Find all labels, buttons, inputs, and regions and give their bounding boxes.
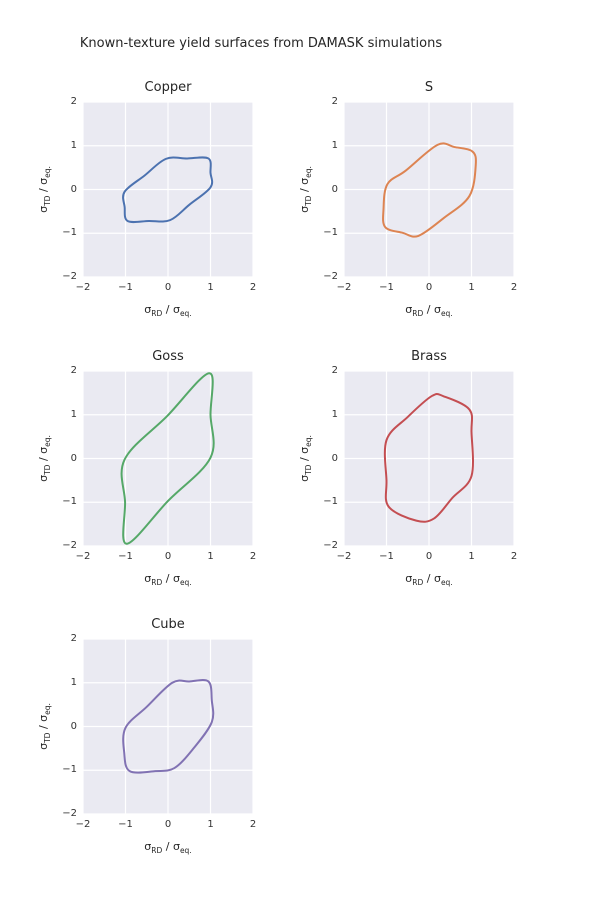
x-tick-label: −2 [75, 282, 91, 293]
y-tick-label: 1 [331, 408, 338, 420]
y-axis-label: σTD / σeq. [297, 435, 313, 482]
x-tick-label: 2 [249, 819, 257, 830]
yield-surface-curve [120, 372, 215, 545]
x-tick-label: 1 [207, 551, 214, 562]
x-tick-label: −2 [75, 819, 91, 830]
figure-title: Known-texture yield surfaces from DAMASK… [79, 36, 443, 51]
plot-area [83, 102, 253, 277]
x-tick-label: 2 [249, 551, 257, 562]
x-tick-label: −1 [118, 282, 133, 293]
y-tick-label: −2 [62, 271, 77, 282]
subplot-title: Copper [144, 80, 192, 95]
y-tick-label: 0 [331, 452, 338, 464]
gridlines [344, 102, 514, 277]
x-tick-label: 2 [510, 551, 518, 562]
plot-area [344, 371, 514, 546]
y-tick-label: 1 [70, 139, 77, 151]
y-tick-label: 0 [70, 183, 77, 195]
subplot-goss: Goss −2 −1 0 1 2 −2 −1 0 1 2 σRD / σeq. σTD / σeq. [37, 349, 257, 586]
plot-area [344, 102, 514, 277]
x-tick-label: −1 [118, 819, 133, 830]
y-tick-label: −1 [323, 496, 338, 508]
x-tick-label: −1 [379, 551, 394, 562]
yield-surface-curve [383, 392, 474, 523]
x-tick-label: −1 [118, 551, 133, 562]
subplot-copper: Copper −2 −1 0 1 2 −2 −1 0 1 2 σRD / σeq. σTD / σeq. [37, 80, 257, 317]
x-axis-label: σRD / σeq. [144, 840, 192, 856]
plot-area [83, 639, 253, 814]
x-tick-label: −1 [379, 282, 394, 293]
y-tick-label: 0 [331, 183, 338, 195]
x-tick-label: −2 [75, 551, 91, 562]
yield-surface-curve [122, 679, 215, 774]
y-tick-label: −1 [323, 227, 338, 239]
y-tick-label: −1 [62, 764, 77, 776]
y-tick-label: 2 [70, 365, 77, 376]
y-tick-label: −1 [62, 227, 77, 239]
y-tick-label: 0 [70, 452, 77, 464]
x-tick-label: 1 [207, 819, 214, 830]
gridlines [344, 371, 514, 546]
x-axis-label: σRD / σeq. [144, 303, 192, 319]
y-tick-label: −2 [62, 808, 77, 819]
y-axis-label: σTD / σeq. [36, 703, 52, 750]
y-axis-label: σTD / σeq. [36, 166, 52, 213]
x-tick-label: 1 [468, 282, 475, 293]
y-axis-label: σTD / σeq. [297, 166, 313, 213]
y-tick-label: 2 [331, 96, 338, 107]
x-tick-label: 0 [164, 819, 172, 830]
y-tick-label: −2 [62, 540, 77, 551]
x-tick-label: 0 [425, 551, 433, 562]
y-tick-label: 2 [70, 633, 77, 644]
subplot-title: Cube [151, 617, 185, 632]
y-tick-label: 2 [70, 96, 77, 107]
x-tick-label: 0 [164, 282, 172, 293]
y-tick-label: 2 [331, 365, 338, 376]
x-tick-label: 2 [510, 282, 518, 293]
yield-surface-curve [122, 156, 214, 224]
subplot-s: S −2 −1 0 1 2 −2 −1 0 1 2 σRD / σeq. σTD / σeq. [298, 80, 518, 317]
x-axis-label: σRD / σeq. [405, 572, 453, 588]
subplot-title: Brass [411, 349, 447, 364]
x-tick-label: 0 [425, 282, 433, 293]
x-tick-label: −2 [336, 551, 352, 562]
y-tick-label: 1 [70, 408, 77, 420]
x-tick-label: 1 [468, 551, 475, 562]
x-axis-label: σRD / σeq. [144, 572, 192, 588]
subplot-title: Goss [152, 349, 184, 364]
x-tick-label: 1 [207, 282, 214, 293]
subplot-cube: Cube −2 −1 0 1 2 −2 −1 0 1 2 σRD / σeq. σTD / σeq. [37, 617, 257, 854]
x-tick-label: −2 [336, 282, 352, 293]
x-tick-label: 0 [164, 551, 172, 562]
x-tick-label: 2 [249, 282, 257, 293]
subplot-brass: Brass −2 −1 0 1 2 −2 −1 0 1 2 σRD / σeq. σTD / σeq. [298, 349, 518, 586]
y-tick-label: −1 [62, 496, 77, 508]
y-tick-label: −2 [323, 271, 338, 282]
subplot-title: S [424, 80, 434, 95]
plot-area [83, 371, 253, 546]
yield-surface-curve [382, 142, 477, 238]
y-tick-label: −2 [323, 540, 338, 551]
y-axis-label: σTD / σeq. [36, 435, 52, 482]
y-tick-label: 1 [331, 139, 338, 151]
x-axis-label: σRD / σeq. [405, 303, 453, 319]
y-tick-label: 0 [70, 720, 77, 732]
y-tick-label: 1 [70, 676, 77, 688]
